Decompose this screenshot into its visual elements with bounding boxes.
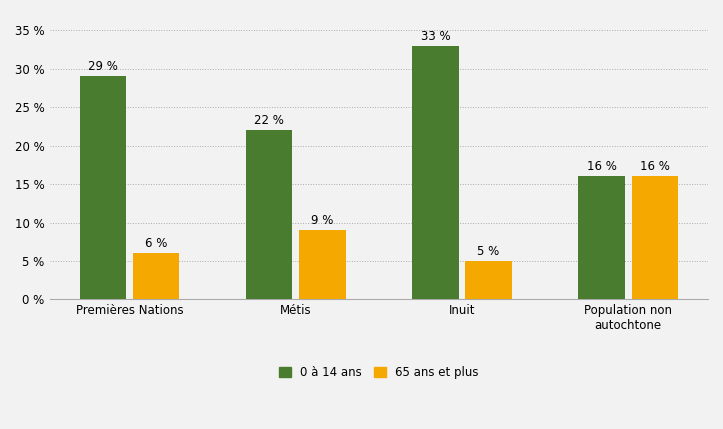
Text: 16 %: 16 % (640, 160, 669, 173)
Text: 5 %: 5 % (477, 245, 500, 258)
Bar (412, 46, 458, 299)
Text: 9 %: 9 % (311, 214, 333, 227)
Bar (299, 230, 346, 299)
Text: 6 %: 6 % (145, 237, 167, 250)
Bar (246, 130, 292, 299)
Text: 29 %: 29 % (88, 60, 118, 73)
Bar (80, 76, 126, 299)
Text: 22 %: 22 % (254, 114, 284, 127)
Legend: 0 à 14 ans, 65 ans et plus: 0 à 14 ans, 65 ans et plus (279, 366, 479, 379)
Bar (133, 253, 179, 299)
Bar (466, 261, 512, 299)
Bar (578, 176, 625, 299)
Text: 33 %: 33 % (421, 30, 450, 42)
Bar (631, 176, 678, 299)
Text: 16 %: 16 % (586, 160, 617, 173)
